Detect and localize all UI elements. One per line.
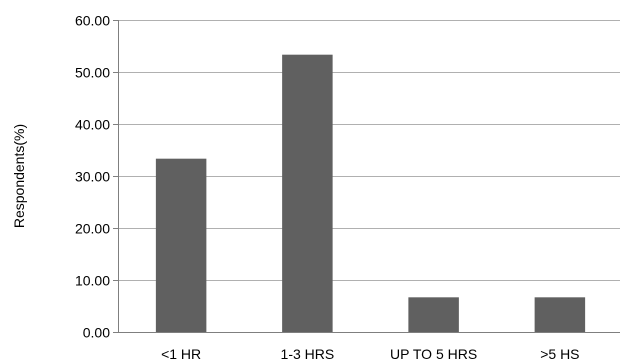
y-tick-labels: 0.00 10.00 20.00 30.00 40.00 50.00 60.00 (75, 13, 110, 341)
x-tick-label: >5 HS (540, 346, 579, 362)
y-tick-label: 0.00 (83, 325, 110, 341)
x-tick-label: <1 HR (161, 346, 201, 362)
x-tick-label: 1-3 HRS (281, 346, 335, 362)
y-tick-label: 50.00 (75, 65, 110, 81)
x-tick-label: UP TO 5 HRS (390, 346, 477, 362)
bar-0 (155, 158, 207, 332)
y-tick-label: 40.00 (75, 117, 110, 133)
y-tick-label: 60.00 (75, 13, 110, 29)
y-tick-label: 10.00 (75, 273, 110, 289)
bar-1 (282, 54, 333, 333)
y-tick-label: 20.00 (75, 221, 110, 237)
y-tick-label: 30.00 (75, 169, 110, 185)
bars (155, 54, 586, 333)
bar-3 (534, 297, 586, 332)
x-tick-labels: <1 HR 1-3 HRS UP TO 5 HRS >5 HS (161, 346, 579, 362)
y-axis-title: Respondents(%) (11, 124, 27, 228)
bar-2 (408, 297, 459, 332)
axes (113, 20, 620, 333)
